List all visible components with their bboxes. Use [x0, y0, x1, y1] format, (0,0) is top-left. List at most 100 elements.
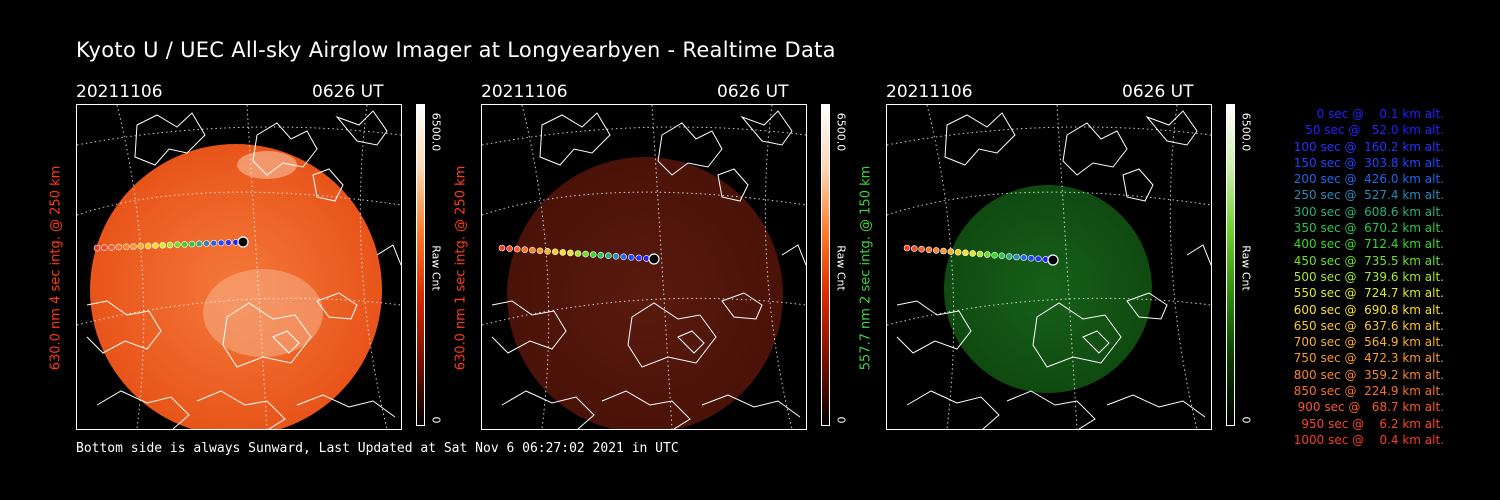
- trajectory-point: [597, 251, 605, 259]
- coastline: [721, 292, 763, 320]
- trajectory-point: [225, 239, 232, 246]
- trajectory-point: [940, 247, 947, 255]
- graticule-line: [887, 126, 1211, 146]
- trajectory-point: [137, 242, 145, 250]
- graticule-line: [482, 297, 806, 326]
- legend-entry: 550 sec @ 724.7 km alt.: [1289, 286, 1444, 301]
- legend-entry: 950 sec @ 6.2 km alt.: [1297, 416, 1444, 431]
- colorbar-max-label-text: 6500.0: [834, 112, 848, 152]
- coastline: [627, 302, 717, 368]
- footer-status: Bottom side is always Sunward, Last Upda…: [76, 441, 679, 456]
- coastline: [501, 390, 595, 429]
- trajectory-point: [544, 248, 551, 255]
- trajectory-point: [903, 244, 911, 252]
- trajectory-point: [605, 252, 612, 259]
- coastline: [252, 122, 318, 176]
- panel-date: 20211106: [76, 82, 163, 102]
- trajectory-point: [217, 239, 225, 247]
- trajectory-point: [620, 253, 627, 261]
- imager-panel-3: 20211106 0626 UT 557.7 nm 2 sec intg. @ 15…: [859, 80, 1266, 440]
- trajectory-point: [1035, 255, 1042, 263]
- colorbar-unit-label-text: Raw Cnt: [429, 245, 443, 291]
- colorbar: [1226, 104, 1235, 426]
- colorbar-min-label-text: 0: [429, 416, 443, 424]
- legend-entry: 850 sec @ 224.9 km alt.: [1289, 384, 1444, 399]
- coastline: [222, 302, 312, 368]
- panel-time: 0626 UT: [1122, 82, 1194, 102]
- legend-entry: 150 sec @ 303.8 km alt.: [1289, 155, 1444, 170]
- graticule-line: [482, 126, 806, 146]
- coastline: [196, 390, 286, 429]
- legend-entry: 450 sec @ 735.5 km alt.: [1289, 253, 1444, 268]
- legend-entry: 50 sec @ 52.0 km alt.: [1297, 123, 1444, 138]
- page-title: Kyoto U / UEC All-sky Airglow Imager at …: [76, 38, 836, 62]
- trajectory-point: [947, 248, 955, 255]
- trajectory-point: [998, 252, 1006, 260]
- trajectory-point: [195, 240, 203, 248]
- colorbar-unit-label-text: Raw Cnt: [834, 245, 848, 291]
- trajectory-point: [93, 244, 101, 252]
- coastline: [944, 112, 1016, 166]
- trajectory-point: [954, 248, 962, 256]
- trajectory-point: [559, 249, 567, 256]
- coastline: [657, 122, 723, 176]
- trajectory-point: [122, 243, 130, 251]
- imager-panel-2: 20211106 0626 UT 630.0 nm 1 sec intg. @ 25…: [454, 80, 861, 440]
- coastline: [491, 300, 567, 354]
- coastline: [1006, 390, 1096, 429]
- coastline: [272, 330, 300, 354]
- trajectory-point: [108, 244, 115, 251]
- coastline: [86, 300, 162, 354]
- bright-region: [237, 151, 297, 179]
- trajectory-point: [513, 245, 521, 253]
- airglow-disk: [507, 157, 783, 429]
- trajectory-point: [918, 245, 925, 253]
- coastline: [316, 292, 358, 320]
- coastline: [376, 244, 401, 266]
- coastline: [1032, 302, 1122, 368]
- colorbar-max-label-text: 6500.0: [429, 112, 443, 152]
- trajectory-point: [115, 243, 123, 251]
- coastline: [1106, 394, 1206, 418]
- graticule-line: [77, 126, 401, 146]
- trajectory-point: [969, 250, 976, 257]
- panel-date: 20211106: [481, 82, 568, 102]
- legend-entry: 700 sec @ 564.9 km alt.: [1289, 335, 1444, 350]
- colorbar: [821, 104, 830, 426]
- trajectory-point: [589, 251, 597, 258]
- coastline: [296, 394, 396, 418]
- airglow-disk: [944, 185, 1152, 393]
- coastline: [312, 168, 344, 202]
- coastline: [601, 390, 691, 429]
- legend-entry: 200 sec @ 426.0 km alt.: [1289, 172, 1444, 187]
- legend-entry: 400 sec @ 712.4 km alt.: [1289, 237, 1444, 252]
- trajectory-point: [582, 250, 589, 258]
- station-marker: [237, 236, 249, 248]
- trajectory-point: [991, 251, 998, 259]
- station-marker: [1047, 254, 1059, 266]
- allsky-image: [76, 104, 402, 430]
- trajectory-point: [984, 251, 991, 258]
- panel-date: 20211106: [886, 82, 973, 102]
- coastline: [1122, 168, 1154, 202]
- graticule-line: [77, 297, 401, 326]
- trajectory-point: [1027, 254, 1035, 262]
- coastline: [335, 110, 388, 146]
- trajectory-point: [635, 254, 643, 262]
- trajectory-point: [144, 242, 152, 250]
- trajectory-point: [130, 243, 137, 250]
- trajectory-point: [188, 240, 196, 248]
- coastline: [896, 300, 972, 354]
- trajectory-point: [627, 254, 635, 261]
- trajectory-point: [612, 253, 620, 260]
- trajectory-point: [925, 246, 933, 254]
- trajectory-point: [506, 245, 513, 252]
- trajectory-point: [529, 246, 536, 254]
- legend-entry: 650 sec @ 637.6 km alt.: [1289, 318, 1444, 333]
- graticule-line: [1169, 105, 1198, 429]
- trajectory-point: [976, 250, 984, 258]
- panel-time: 0626 UT: [717, 82, 789, 102]
- legend-entry: 100 sec @ 160.2 km alt.: [1289, 139, 1444, 154]
- coastline: [1062, 122, 1128, 176]
- trajectory-point: [1013, 253, 1020, 261]
